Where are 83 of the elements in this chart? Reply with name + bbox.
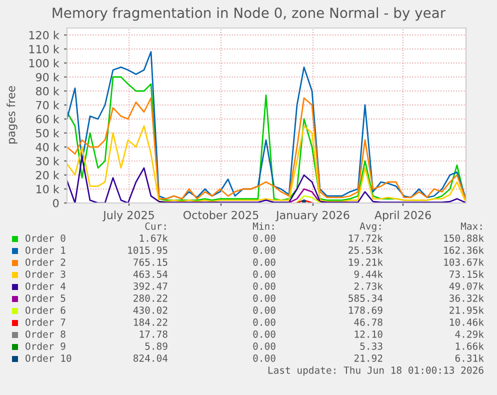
text: 150.88k	[444, 234, 484, 242]
y-tick-label: 10 k	[36, 184, 60, 194]
text: 0.00	[253, 258, 276, 266]
legend-label: Order 7	[26, 318, 66, 326]
text: 10.46k	[450, 318, 484, 326]
text: 0.00	[253, 354, 276, 362]
text: 21.92	[354, 354, 382, 362]
text: 21.95k	[450, 306, 484, 314]
text: 73.15k	[450, 270, 484, 278]
text: Avg:	[360, 222, 381, 232]
y-tick-label: 120 k	[29, 30, 60, 40]
text: 824.04	[134, 354, 168, 362]
text: 430.02	[133, 306, 168, 314]
text: Last update: Thu Jun 18 01:00:13 2026	[268, 366, 484, 376]
text: 184.22	[134, 318, 168, 326]
legend-label: Order 8	[26, 330, 66, 338]
y-tick-label: 90 k	[36, 72, 60, 82]
text: 178.69	[349, 306, 382, 314]
line-series	[288, 188, 321, 203]
text: 36.32k	[450, 294, 484, 302]
x-tick-label: January 2026	[275, 210, 350, 222]
text: 0.00	[253, 246, 276, 254]
legend-label: Order 5	[26, 294, 66, 302]
text: 392.47	[134, 282, 168, 290]
text: 0.00	[253, 234, 276, 242]
y-tick-label: 60 k	[36, 114, 60, 124]
text: 1015.95	[128, 246, 168, 254]
legend-label: Order 9	[26, 342, 66, 350]
text: 4.29k	[455, 330, 484, 338]
text: Max:	[460, 222, 482, 230]
text: 17.78	[140, 330, 168, 338]
y-tick-label: 0	[53, 198, 59, 208]
x-tick-label: July 2025	[102, 210, 154, 222]
chart-title: Memory fragmentation in Node 0, zone Normal - by year	[52, 7, 446, 21]
text: 585.34	[348, 294, 383, 302]
x-tick-label: April 2026	[374, 210, 431, 222]
text: 25.53k	[348, 246, 383, 254]
y-tick-label: 110 k	[29, 44, 60, 54]
legend-label: Order 2	[26, 258, 66, 266]
legend-label: Order 1	[26, 246, 66, 254]
line-series	[67, 97, 466, 200]
y-tick-label: 40 k	[36, 142, 60, 152]
text: 0.00	[253, 318, 276, 326]
text: 5.33	[360, 342, 382, 350]
text: 19.21k	[349, 258, 383, 266]
y-tick-label: 70 k	[36, 100, 60, 110]
x-tick-label: October 2025	[183, 210, 258, 220]
legend-label: Order 10	[26, 354, 72, 362]
y-axis-title: pages free	[6, 86, 18, 144]
line-series	[67, 76, 466, 201]
text: 0.00	[253, 342, 276, 350]
legend-label: Order 3	[26, 270, 66, 278]
line-series	[67, 51, 466, 200]
text: 46.78	[354, 318, 382, 326]
legend-label: Order 0	[26, 234, 66, 242]
text: 0.00	[253, 330, 276, 338]
y-tick-label: 50 k	[36, 128, 60, 138]
text: 280.22	[134, 294, 168, 302]
text: 0.00	[253, 270, 276, 278]
text: 0.00	[253, 294, 276, 302]
text: 2.73k	[354, 282, 383, 290]
y-tick-label: 20 k	[36, 170, 60, 180]
text: Cur:	[145, 222, 166, 230]
legend-label: Order 6	[26, 306, 66, 314]
text: 12.10	[354, 330, 382, 338]
text: Min:	[252, 222, 274, 230]
text: 1.67k	[140, 234, 168, 242]
y-tick-label: 100 k	[29, 58, 60, 68]
text: 765.15	[134, 258, 168, 266]
text: 103.67k	[444, 258, 484, 266]
text: 6.31k	[455, 354, 484, 362]
text: 9.44k	[354, 270, 383, 278]
text: 0.00	[253, 282, 276, 290]
text: 162.36k	[444, 246, 484, 254]
text: 463.54	[133, 270, 168, 278]
text: 17.72k	[349, 234, 383, 242]
text: 1.66k	[456, 342, 484, 350]
text: 0.00	[253, 306, 276, 314]
text: 5.89	[145, 342, 168, 350]
y-tick-label: 30 k	[36, 156, 60, 166]
legend-label: Order 4	[26, 282, 66, 290]
y-tick-label: 80 k	[36, 86, 60, 96]
text: 49.07k	[449, 282, 484, 290]
